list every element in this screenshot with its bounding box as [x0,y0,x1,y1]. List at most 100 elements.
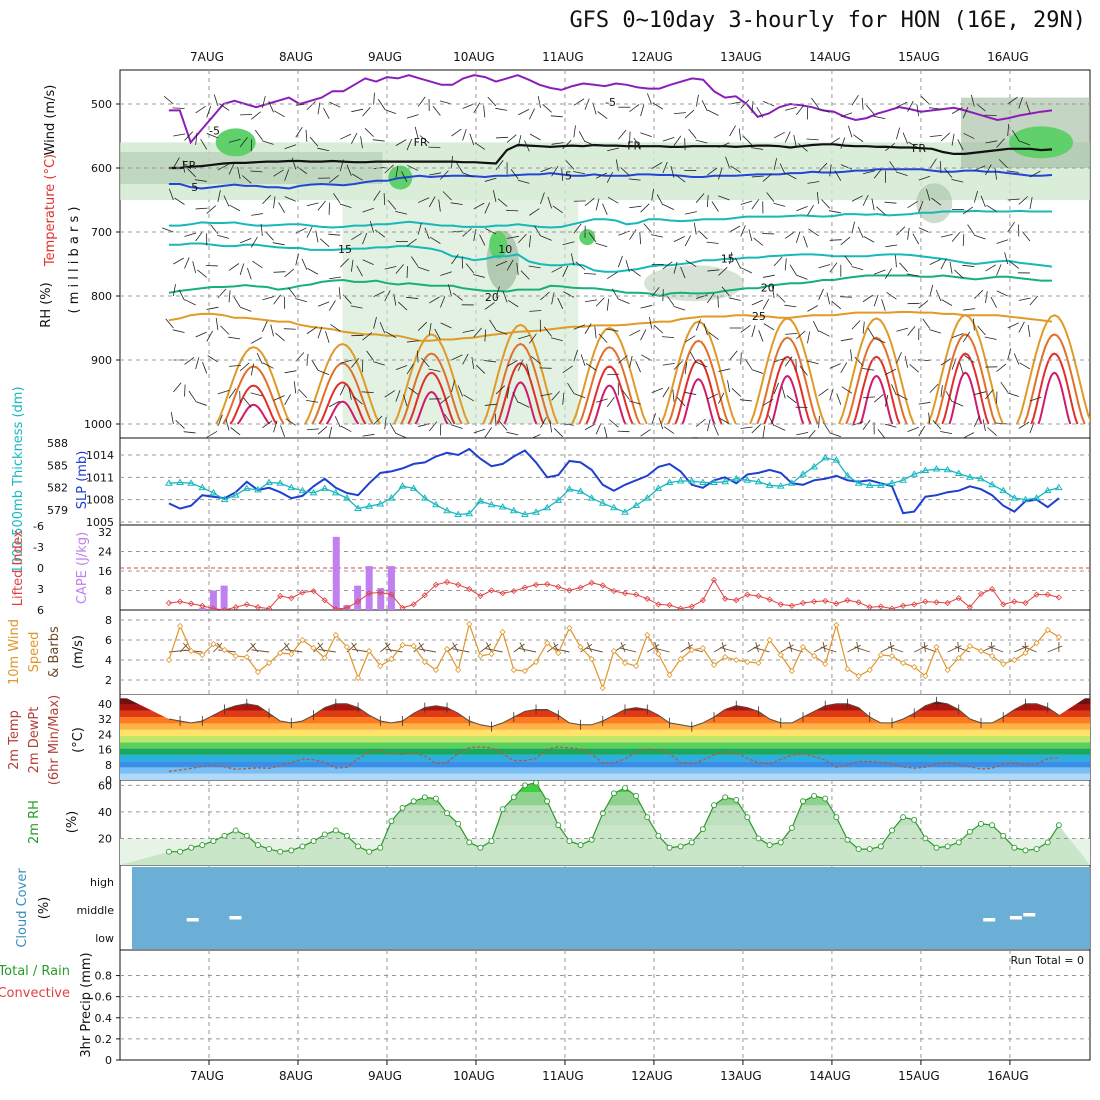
wind-barb [279,642,290,653]
wind-barb [1007,221,1015,233]
wind-barb [403,394,408,407]
surface-isotherm [941,352,990,425]
wind-point [610,647,617,655]
temp-tick: 24 [98,728,112,741]
panel-frame-ua [119,69,1091,439]
thickness-point [432,500,440,508]
wind-barb [606,328,619,332]
wind-point [799,643,807,651]
wind-barb [206,205,217,214]
wind-barb [975,103,986,112]
rh-point [277,848,284,855]
wind-point [566,624,573,632]
wind-barb [1012,130,1020,141]
wind-barb [776,293,786,303]
wind-barb [452,648,470,653]
wind-barb [483,105,486,118]
thickness-point [821,453,830,461]
wind-barb [549,420,553,433]
wind-barb [1029,295,1039,306]
wind-barb [947,645,962,653]
isotherm-label: -5 [605,96,616,109]
li-point [699,597,706,604]
wind-barb [813,644,828,653]
wind-barb [673,360,683,370]
thickness-point [242,484,251,491]
surface-isotherm [400,352,463,425]
wind-barb [207,355,219,363]
wind-barb [506,259,514,271]
wind-point [989,652,996,660]
wind-barb [217,234,230,239]
surface-isotherm [660,320,737,425]
wind-barb [407,164,419,171]
wind-barb [996,363,1007,372]
li-point [866,604,873,610]
cape-tick: 24 [98,546,112,559]
wind-barb [170,412,174,425]
wind-barb [584,197,595,207]
wind-barb [473,327,482,338]
li-point [221,606,228,610]
wind-barb [684,362,688,375]
wind-barb [954,645,971,653]
wind-barb [798,143,808,152]
wind-barb [413,643,424,653]
wind-barb [896,171,908,177]
wind-barb [688,128,697,139]
wind-barb [495,107,508,111]
wind-barb [462,353,469,365]
wind-barb [416,350,419,363]
wind-barb [721,642,726,653]
wind-barb [929,329,942,334]
wind-barb [306,202,319,207]
thickness-point [1054,483,1063,491]
surface-isotherm [578,346,641,425]
rh-point [332,827,339,834]
rh-point [299,843,306,850]
temp-tick: 32 [98,713,112,726]
wind-barb [828,210,841,214]
wind-barb [178,289,185,301]
wind-barb [588,232,597,243]
wind-barb [795,231,801,244]
wind-point [532,658,540,666]
isotherm--5 [168,74,1053,145]
surface-isotherm [592,384,627,425]
thickness-point [343,494,351,501]
wind-barb [690,351,697,363]
wind-barb [284,144,297,150]
wind-point [499,628,506,636]
wind-barb [516,262,519,275]
wind-barb [1018,321,1025,333]
wind-barb [863,236,875,243]
thickness-point [465,509,474,517]
wind-barb [223,195,230,207]
top-date-label: 12AUG [631,50,673,64]
wind-barb [693,222,697,235]
wind-barb [202,362,208,374]
wind-barb [680,266,686,279]
wind-barb [685,260,697,267]
wind-barb [406,266,408,279]
wind-barb [973,415,980,427]
wind-barb [751,100,754,114]
wind-barb [192,261,197,274]
li-point [755,592,762,600]
wind-barb [195,132,198,146]
wind-barb [940,358,952,366]
wind-barb [328,300,336,311]
li-point [277,592,284,600]
precip-convective-label: Convective [0,986,70,1001]
li-point [766,596,773,603]
li-point [521,584,528,591]
wind-barb [707,292,715,304]
wind-barb [434,328,441,340]
wind-point [210,640,217,648]
wind-barb [489,319,497,331]
wind-barb [773,256,783,267]
slp-axis-label: SLP (mb) [75,451,90,510]
bottom-date-label: 16AUG [987,1069,1029,1083]
cape-bar [354,585,362,610]
wind-barb [880,644,895,653]
